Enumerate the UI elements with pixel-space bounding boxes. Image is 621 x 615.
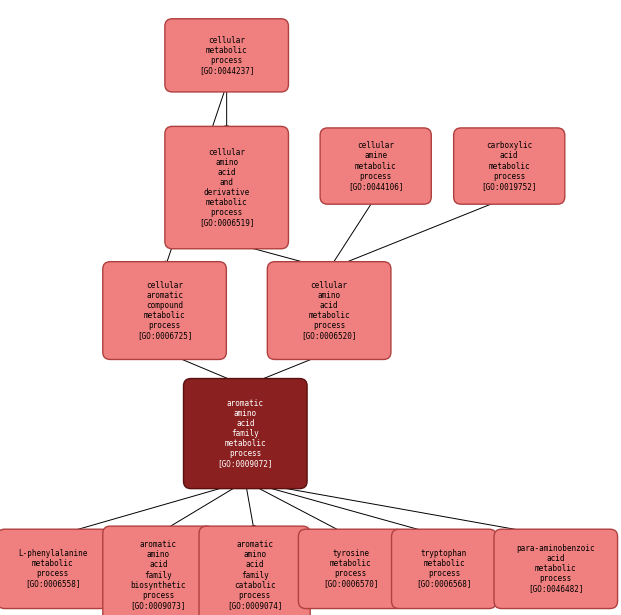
Text: tryptophan
metabolic
process
[GO:0006568]: tryptophan metabolic process [GO:0006568… bbox=[416, 549, 472, 589]
Text: cellular
metabolic
process
[GO:0044237]: cellular metabolic process [GO:0044237] bbox=[199, 36, 255, 75]
Text: aromatic
amino
acid
family
catabolic
process
[GO:0009074]: aromatic amino acid family catabolic pro… bbox=[227, 541, 283, 609]
FancyBboxPatch shape bbox=[165, 127, 288, 249]
FancyBboxPatch shape bbox=[199, 526, 310, 615]
FancyBboxPatch shape bbox=[165, 18, 288, 92]
FancyBboxPatch shape bbox=[268, 262, 391, 359]
FancyBboxPatch shape bbox=[391, 529, 496, 609]
FancyBboxPatch shape bbox=[298, 529, 404, 609]
FancyBboxPatch shape bbox=[103, 262, 226, 359]
Text: cellular
aromatic
compound
metabolic
process
[GO:0006725]: cellular aromatic compound metabolic pro… bbox=[137, 281, 193, 340]
Text: aromatic
amino
acid
family
biosynthetic
process
[GO:0009073]: aromatic amino acid family biosynthetic … bbox=[130, 541, 186, 609]
Text: cellular
amino
acid
metabolic
process
[GO:0006520]: cellular amino acid metabolic process [G… bbox=[301, 281, 357, 340]
FancyBboxPatch shape bbox=[184, 379, 307, 488]
FancyBboxPatch shape bbox=[102, 526, 214, 615]
Text: cellular
amine
metabolic
process
[GO:0044106]: cellular amine metabolic process [GO:004… bbox=[348, 141, 404, 191]
Text: carboxylic
acid
metabolic
process
[GO:0019752]: carboxylic acid metabolic process [GO:00… bbox=[481, 141, 537, 191]
Text: para-aminobenzoic
acid
metabolic
process
[GO:0046482]: para-aminobenzoic acid metabolic process… bbox=[517, 544, 595, 593]
Text: L-phenylalanine
metabolic
process
[GO:0006558]: L-phenylalanine metabolic process [GO:00… bbox=[18, 549, 88, 589]
Text: aromatic
amino
acid
family
metabolic
process
[GO:0009072]: aromatic amino acid family metabolic pro… bbox=[217, 399, 273, 468]
FancyBboxPatch shape bbox=[320, 128, 431, 204]
Text: tyrosine
metabolic
process
[GO:0006570]: tyrosine metabolic process [GO:0006570] bbox=[323, 549, 379, 589]
FancyBboxPatch shape bbox=[453, 128, 565, 204]
FancyBboxPatch shape bbox=[494, 529, 617, 609]
FancyBboxPatch shape bbox=[0, 529, 108, 609]
Text: cellular
amino
acid
and
derivative
metabolic
process
[GO:0006519]: cellular amino acid and derivative metab… bbox=[199, 148, 255, 228]
